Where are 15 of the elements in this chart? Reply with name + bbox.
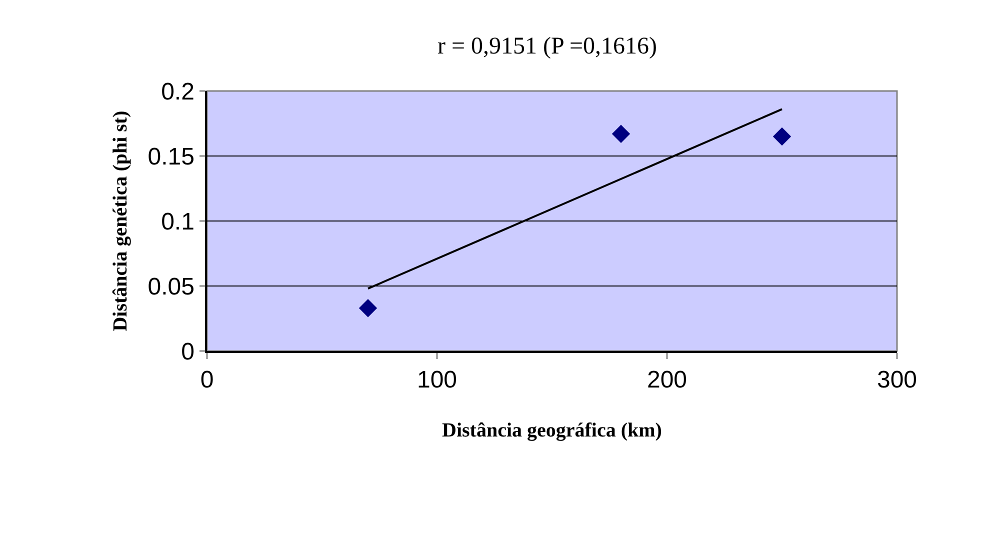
point [358, 299, 378, 318]
y-tick-label: 0.2 [161, 78, 194, 106]
x-tick-label: 100 [416, 366, 458, 394]
y-tick-label: 0.1 [161, 208, 194, 236]
y-tick-label: 0.15 [148, 143, 194, 170]
x-tick-label: 200 [646, 366, 688, 394]
point [772, 127, 792, 146]
chart-title: r = 0,9151 (P =0,1616) [437, 34, 657, 60]
x-tick-label: 0 [200, 366, 214, 394]
y-tick-label: 0 [181, 338, 194, 366]
x-axis-title: Distância geográfica (km) [442, 420, 662, 442]
y-tick-label: 0.05 [148, 273, 194, 300]
y-axis-title: Distância genética (phi st) [110, 110, 132, 332]
point [612, 124, 630, 143]
x-tick-label: 300 [876, 366, 918, 394]
